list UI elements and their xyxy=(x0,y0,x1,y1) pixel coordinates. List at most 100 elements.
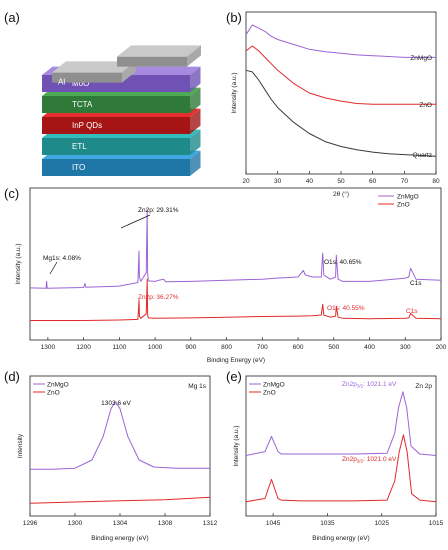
stack-layer-ito-label: ITO xyxy=(72,163,85,172)
stack-layer-tcta-side xyxy=(190,87,201,113)
panel-label-b: (b) xyxy=(226,10,242,25)
survey-annotation-mg1s: Mg1s: 4.08% xyxy=(43,255,81,262)
mg1s-legend-zno: ZnO xyxy=(47,390,60,397)
zn2p-legend-znmgo: ZnMgO xyxy=(263,382,285,389)
zn2p-x-tick-label: 1035 xyxy=(320,520,335,527)
mg1s-x-tick-label: 1296 xyxy=(23,520,38,527)
mg1s-title: Mg 1s xyxy=(188,383,206,390)
survey-annotation-c1s-znmgo: C1s xyxy=(410,280,422,287)
zn2p-series-zno xyxy=(245,434,437,503)
zn2p-series-znmgo xyxy=(245,391,437,456)
zn2p-y-axis-label: Intensity (a.u.) xyxy=(233,425,240,466)
survey-x-tick-label: 600 xyxy=(293,344,304,351)
stack-layer-al-label: Al xyxy=(58,78,65,87)
panel-label-c: (c) xyxy=(4,186,19,201)
al-electrode-side xyxy=(122,61,136,83)
survey-mg1s-pointer xyxy=(49,261,58,275)
xrd-y-axis-label: Intensity (a.u.) xyxy=(231,72,238,113)
survey-x-tick-label: 1200 xyxy=(76,344,91,351)
survey-annotation-zn2p-zno: Zn2p: 36.27% xyxy=(138,294,179,301)
xrd-x-tick-label: 60 xyxy=(369,178,377,185)
survey-x-tick-label: 900 xyxy=(185,344,196,351)
mg1s-x-tick-label: 1304 xyxy=(113,520,128,527)
survey-legend-znmgo: ZnMgO xyxy=(397,194,419,201)
panel-label-d: (d) xyxy=(4,369,20,384)
mg1s-x-tick-label: 1300 xyxy=(68,520,83,527)
mg1s-peak-annotation: 1303.6 eV xyxy=(101,400,131,407)
mg1s-series-zno xyxy=(29,496,211,504)
xrd-x-tick-label: 40 xyxy=(306,178,314,185)
xrd-series-label-znmgo: ZnMgO xyxy=(410,55,432,62)
xrd-series-label-quartz: Quartz xyxy=(412,152,432,159)
stack-layer-inp-qds-side xyxy=(190,108,201,134)
stack-layer-ito-side xyxy=(190,150,201,176)
stack-layer-moo-label: MoO xyxy=(72,79,89,88)
xrd-x-tick-label: 30 xyxy=(274,178,282,185)
stack-layer-inp-qds-front xyxy=(42,117,190,134)
zn2p-x-tick-label: 1045 xyxy=(266,520,281,527)
device-stack-illustration: ITO ETL InP QDs TCTA MoO Al xyxy=(42,45,201,176)
survey-series-zno xyxy=(30,278,442,321)
survey-zn2p-pointer xyxy=(120,214,151,229)
stack-layer-tcta-front xyxy=(42,96,190,113)
xrd-series-zno xyxy=(245,45,436,105)
zn2p-annotation-zno: Zn2p3/2: 1021.0 eV xyxy=(342,456,397,464)
xrd-series-quartz xyxy=(245,69,437,157)
survey-x-tick-label: 300 xyxy=(400,344,411,351)
survey-x-tick-label: 700 xyxy=(257,344,268,351)
xrd-chart: 20 30 40 50 60 70 80 2θ (°) Intensity (a.u.) Z… xyxy=(231,11,440,198)
survey-series-znmgo xyxy=(29,209,442,289)
xps-survey-chart: 1300 1200 1100 1000 900 800 700 600 500 400 300 200… xyxy=(15,187,447,364)
survey-plot-frame xyxy=(29,187,442,341)
panel-label-e: (e) xyxy=(226,369,242,384)
mg1s-series-znmgo xyxy=(30,401,210,470)
survey-annotation-zn2p-znmgo: Zn2p: 29.31% xyxy=(138,207,179,214)
zn2p-legend-zno: ZnO xyxy=(263,390,276,397)
xrd-x-tick-label: 80 xyxy=(432,178,440,185)
zn2p-plot-frame xyxy=(245,375,437,517)
stack-layer-tcta-label: TCTA xyxy=(72,100,93,109)
xrd-series-znmgo xyxy=(245,24,436,58)
survey-annotation-o1s-znmgo: O1s: 40.65% xyxy=(324,259,362,266)
xrd-series-label-zno: ZnO xyxy=(419,102,432,109)
stack-layer-moo-side xyxy=(190,66,201,92)
panel-label-a: (a) xyxy=(4,10,20,25)
zn2p-x-tick-label: 1025 xyxy=(374,520,389,527)
survey-x-tick-label: 500 xyxy=(328,344,339,351)
survey-x-tick-label: 800 xyxy=(221,344,232,351)
mg1s-legend-znmgo: ZnMgO xyxy=(47,382,69,389)
stack-layer-etl-label: ETL xyxy=(72,142,87,151)
mg1s-chart: 1296 1300 1304 1308 1312 Binding energy (eV)… xyxy=(17,375,218,542)
stack-layer-etl-front xyxy=(42,138,190,155)
survey-x-tick-label: 400 xyxy=(364,344,375,351)
mg1s-y-axis-label: Intensity xyxy=(17,433,24,458)
xrd-x-tick-label: 50 xyxy=(337,178,345,185)
xrd-x-tick-label: 20 xyxy=(242,178,250,185)
mg1s-x-tick-label: 1312 xyxy=(203,520,218,527)
survey-x-tick-label: 1300 xyxy=(41,344,56,351)
survey-annotation-c1s-zno: C1s xyxy=(406,308,418,315)
survey-x-tick-label: 1000 xyxy=(148,344,163,351)
survey-x-tick-label: 200 xyxy=(436,344,447,351)
zn2p-annotation-znmgo: Zn2p3/2: 1021.1 eV xyxy=(342,381,397,389)
mg1s-x-tick-label: 1308 xyxy=(158,520,173,527)
survey-legend-zno: ZnO xyxy=(397,202,410,209)
al-electrode-side xyxy=(187,45,201,67)
survey-x-axis-label: Binding Energy (eV) xyxy=(207,357,265,364)
al-electrode-front xyxy=(52,72,122,83)
zn2p-x-axis-label: Binding energy (eV) xyxy=(312,535,369,542)
stack-layer-ito-front xyxy=(42,159,190,176)
zn2p-chart: 1045 1035 1025 1015 Binding energy (eV) Int… xyxy=(233,375,444,542)
xrd-x-axis-label: 2θ (°) xyxy=(333,190,349,198)
survey-annotation-o1s-zno: O1s: 40.55% xyxy=(327,305,365,312)
stack-layer-inp-qds-label: InP QDs xyxy=(72,121,102,130)
xrd-x-tick-label: 70 xyxy=(401,178,409,185)
zn2p-title: Zn 2p xyxy=(415,383,432,390)
mg1s-x-axis-label: Binding energy (eV) xyxy=(91,535,148,542)
al-electrode-top xyxy=(52,61,136,73)
al-electrode-top xyxy=(117,45,201,57)
zn2p-x-tick-label: 1015 xyxy=(429,520,444,527)
survey-x-tick-label: 1100 xyxy=(112,344,126,351)
al-electrode-front xyxy=(117,56,187,67)
